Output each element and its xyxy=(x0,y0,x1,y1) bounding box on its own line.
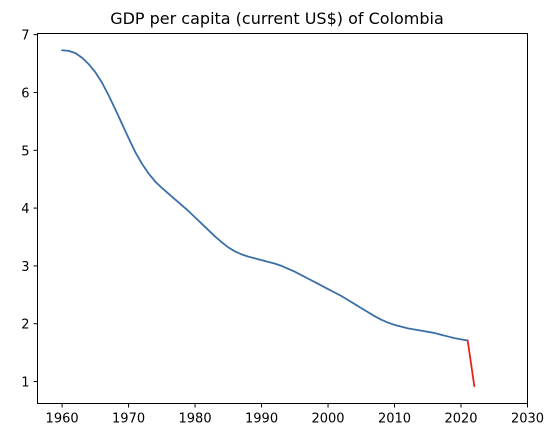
y-tick-label: 7 xyxy=(21,29,29,44)
y-tick-label: 4 xyxy=(21,202,29,217)
x-tick-label: 2010 xyxy=(378,412,411,427)
y-tick-label: 6 xyxy=(21,86,29,101)
x-tick-label: 2030 xyxy=(511,412,544,427)
x-tick-label: 1960 xyxy=(46,412,79,427)
x-tick-label: 2020 xyxy=(444,412,477,427)
x-tick-label: 1980 xyxy=(179,412,212,427)
y-tick-label: 5 xyxy=(21,144,29,159)
y-axis: 1 2 3 4 5 6 7 xyxy=(21,29,38,391)
chart-title: GDP per capita (current US$) of Colombia xyxy=(110,9,444,28)
y-tick-label: 1 xyxy=(21,376,29,391)
x-tick-label: 1970 xyxy=(112,412,145,427)
series-layer xyxy=(61,49,476,388)
x-axis: 1960 1970 1980 1990 2000 2010 2020 2030 xyxy=(46,403,544,427)
plot-area-frame xyxy=(37,33,528,404)
recent-change-line xyxy=(466,339,476,388)
x-tick-label: 2000 xyxy=(311,412,344,427)
y-tick-label: 2 xyxy=(21,318,29,333)
x-tick-label: 1990 xyxy=(245,412,278,427)
historical-series-line xyxy=(61,49,469,342)
y-tick-label: 3 xyxy=(21,260,29,275)
